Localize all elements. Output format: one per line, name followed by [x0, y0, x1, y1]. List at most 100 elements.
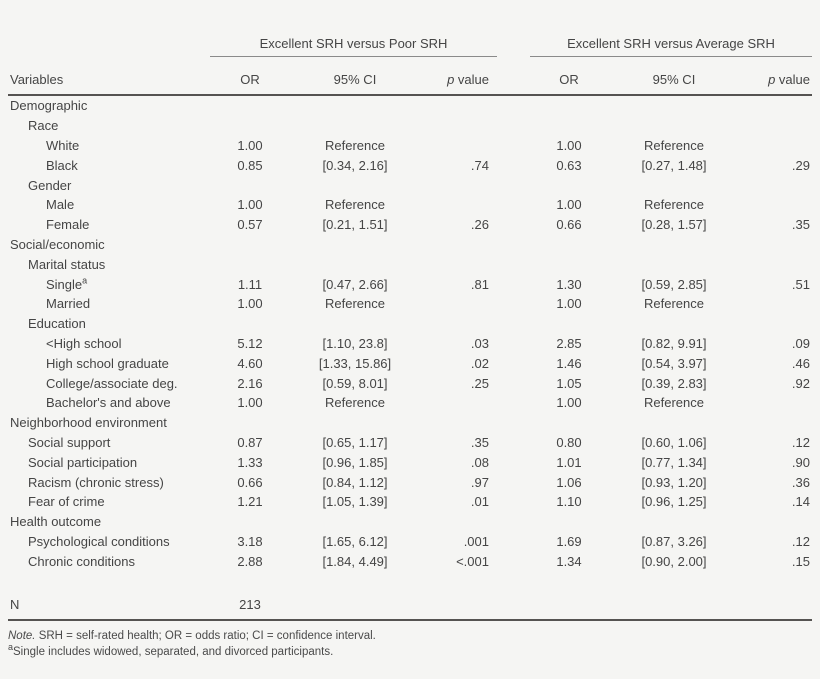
row-label: Demographic: [10, 98, 88, 114]
cell-ci2: Reference: [644, 296, 704, 312]
cell-or1: 2.16: [237, 375, 263, 391]
cell-or2: 0.63: [556, 157, 582, 173]
cell-p2: .35: [791, 217, 810, 233]
column-gap: [497, 72, 530, 80]
table-row: Bachelor's and above 1.00 Reference 1.00 Ref…: [8, 393, 812, 413]
cell-p1: .26: [470, 217, 489, 233]
row-label: Married: [46, 296, 91, 312]
cell-or1: 2.88: [237, 553, 263, 569]
table-row: Racism (chronic stress) 0.66 [0.84, 1.12].…: [8, 472, 812, 492]
footnote-marker: a: [8, 642, 14, 653]
row-label: Female: [46, 217, 90, 233]
cell-or1: 4.60: [237, 355, 263, 371]
cell-or1: 1.21: [237, 494, 263, 510]
cell-or1: 0.66: [237, 474, 263, 490]
table-row: White 1.00 Reference 1.00 Reference: [8, 136, 812, 156]
cell-or2: 1.00: [556, 137, 582, 153]
spanner-poor-srh: Excellent SRH versus Poor SRH: [210, 36, 497, 57]
cell-p2: .09: [791, 335, 810, 351]
row-label: High school graduate: [46, 355, 169, 371]
row-label: Male: [46, 197, 75, 213]
cell-ci1: [0.34, 2.16]: [322, 157, 388, 173]
cell-p2: .90: [791, 454, 810, 470]
cell-or1: 0.57: [237, 217, 263, 233]
cell-ci2: [0.59, 2.85]: [641, 276, 707, 292]
cell-or2: 1.06: [556, 474, 582, 490]
cell-p1: .08: [470, 454, 489, 470]
table-row: Gender: [8, 175, 812, 195]
cell-ci1: [0.65, 1.17]: [322, 434, 388, 450]
table-row: Social/economic: [8, 235, 812, 255]
cell-ci1: [0.84, 1.12]: [322, 474, 388, 490]
cell-p1: .74: [470, 157, 489, 173]
cell-ci1: [0.96, 1.85]: [322, 454, 388, 470]
cell-ci1: [1.05, 1.39]: [322, 494, 388, 510]
cell-p2: .51: [791, 276, 810, 292]
cell-ci2: [0.77, 1.34]: [641, 454, 707, 470]
row-label: Psychological conditions: [28, 533, 170, 549]
cell-or2: 1.34: [556, 553, 582, 569]
cell-or2: 1.46: [556, 355, 582, 371]
table-row: Female 0.57 [0.21, 1.51] .26 0.66 [0.28, 1.57…: [8, 215, 812, 235]
cell-ci2: Reference: [644, 197, 704, 213]
cell-or1: 1.11: [237, 276, 263, 292]
cell-or2: 1.00: [556, 296, 582, 312]
row-label: <High school: [46, 335, 122, 351]
n-label: N: [10, 596, 20, 612]
cell-ci1: Reference: [325, 137, 385, 153]
cell-ci1: [0.21, 1.51]: [322, 217, 388, 233]
cell-ci2: Reference: [644, 137, 704, 153]
cell-p2: .92: [791, 375, 810, 391]
cell-or1: 3.18: [237, 533, 263, 549]
cell-ci2: [0.39, 2.83]: [641, 375, 707, 391]
row-label: Singlea: [46, 275, 88, 292]
table-row: Education: [8, 314, 812, 334]
row-label: Social participation: [28, 454, 138, 470]
cell-or1: 1.00: [237, 395, 263, 411]
cell-ci1: [1.84, 4.49]: [322, 553, 388, 569]
cell-ci1: Reference: [325, 296, 385, 312]
n-value: 213: [239, 596, 261, 612]
table-row: Married 1.00 Reference 1.00 Reference: [8, 294, 812, 314]
cell-p1: .03: [470, 335, 489, 351]
col-header-variables: Variables: [10, 72, 64, 87]
row-label: Bachelor's and above: [46, 395, 171, 411]
cell-p1: <.001: [456, 553, 489, 569]
table-row: Black 0.85 [0.34, 2.16] .74 0.63 [0.27, 1.48]…: [8, 155, 812, 175]
cell-p2: .15: [791, 553, 810, 569]
cell-or1: 0.87: [237, 434, 263, 450]
row-label: Black: [46, 157, 78, 173]
cell-or1: 1.00: [237, 296, 263, 312]
table-page: Excellent SRH versus Poor SRH Excellent …: [8, 36, 812, 658]
cell-ci1: [1.10, 23.8]: [322, 335, 388, 351]
cell-or2: 2.85: [556, 335, 582, 351]
table-row: <High school 5.12 [1.10, 23.8] .03 2.85 [0.82…: [8, 334, 812, 354]
cell-p1: .97: [470, 474, 489, 490]
table-n-row: N 213: [8, 589, 812, 622]
row-label: Social/economic: [10, 236, 105, 252]
col-header-pvalue-1: p value: [447, 72, 489, 87]
cell-ci2: Reference: [644, 395, 704, 411]
table-row: Psychological conditions 3.18 [1.65, 6.12]…: [8, 532, 812, 552]
cell-or2: 0.80: [556, 434, 582, 450]
row-label: Education: [28, 316, 86, 332]
cell-ci2: [0.87, 3.26]: [641, 533, 707, 549]
cell-ci2: [0.54, 3.97]: [641, 355, 707, 371]
cell-ci1: [1.65, 6.12]: [322, 533, 388, 549]
cell-or1: 5.12: [237, 335, 263, 351]
row-label: Chronic conditions: [28, 553, 135, 569]
cell-or1: 1.33: [237, 454, 263, 470]
cell-ci2: [0.28, 1.57]: [641, 217, 707, 233]
cell-p2: .14: [791, 494, 810, 510]
cell-or2: 1.01: [556, 454, 582, 470]
cell-ci1: [0.47, 2.66]: [322, 276, 388, 292]
cell-p2: .12: [791, 533, 810, 549]
cell-or2: 1.00: [556, 197, 582, 213]
table-row: Demographic: [8, 96, 812, 116]
table-row: High school graduate 4.60 [1.33, 15.86] .02…: [8, 353, 812, 373]
col-header-ci-2: 95% CI: [652, 72, 696, 87]
cell-p1: .02: [470, 355, 489, 371]
table-row: Neighborhood environment: [8, 413, 812, 433]
table-row: Social support 0.87 [0.65, 1.17] .35 0.80 [0.…: [8, 433, 812, 453]
table-row: College/associate deg. 2.16 [0.59, 8.01] .2…: [8, 373, 812, 393]
